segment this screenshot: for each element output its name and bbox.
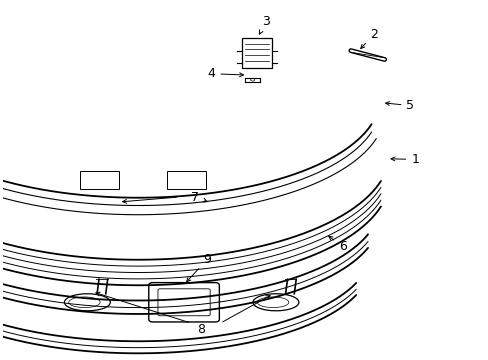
FancyBboxPatch shape <box>242 38 271 68</box>
Text: 5: 5 <box>385 99 414 112</box>
Ellipse shape <box>252 294 298 311</box>
Text: 6: 6 <box>328 236 346 253</box>
Ellipse shape <box>257 297 288 307</box>
FancyBboxPatch shape <box>158 289 210 316</box>
Text: 2: 2 <box>360 28 377 49</box>
FancyBboxPatch shape <box>167 171 205 189</box>
FancyBboxPatch shape <box>148 283 219 322</box>
Text: 9: 9 <box>186 253 211 282</box>
Text: 7: 7 <box>191 190 206 203</box>
Ellipse shape <box>64 294 110 311</box>
FancyBboxPatch shape <box>80 171 119 189</box>
Text: 8: 8 <box>197 323 204 336</box>
Ellipse shape <box>69 297 100 307</box>
Text: 3: 3 <box>259 15 270 34</box>
Text: 1: 1 <box>390 153 418 166</box>
Text: 4: 4 <box>207 67 243 80</box>
